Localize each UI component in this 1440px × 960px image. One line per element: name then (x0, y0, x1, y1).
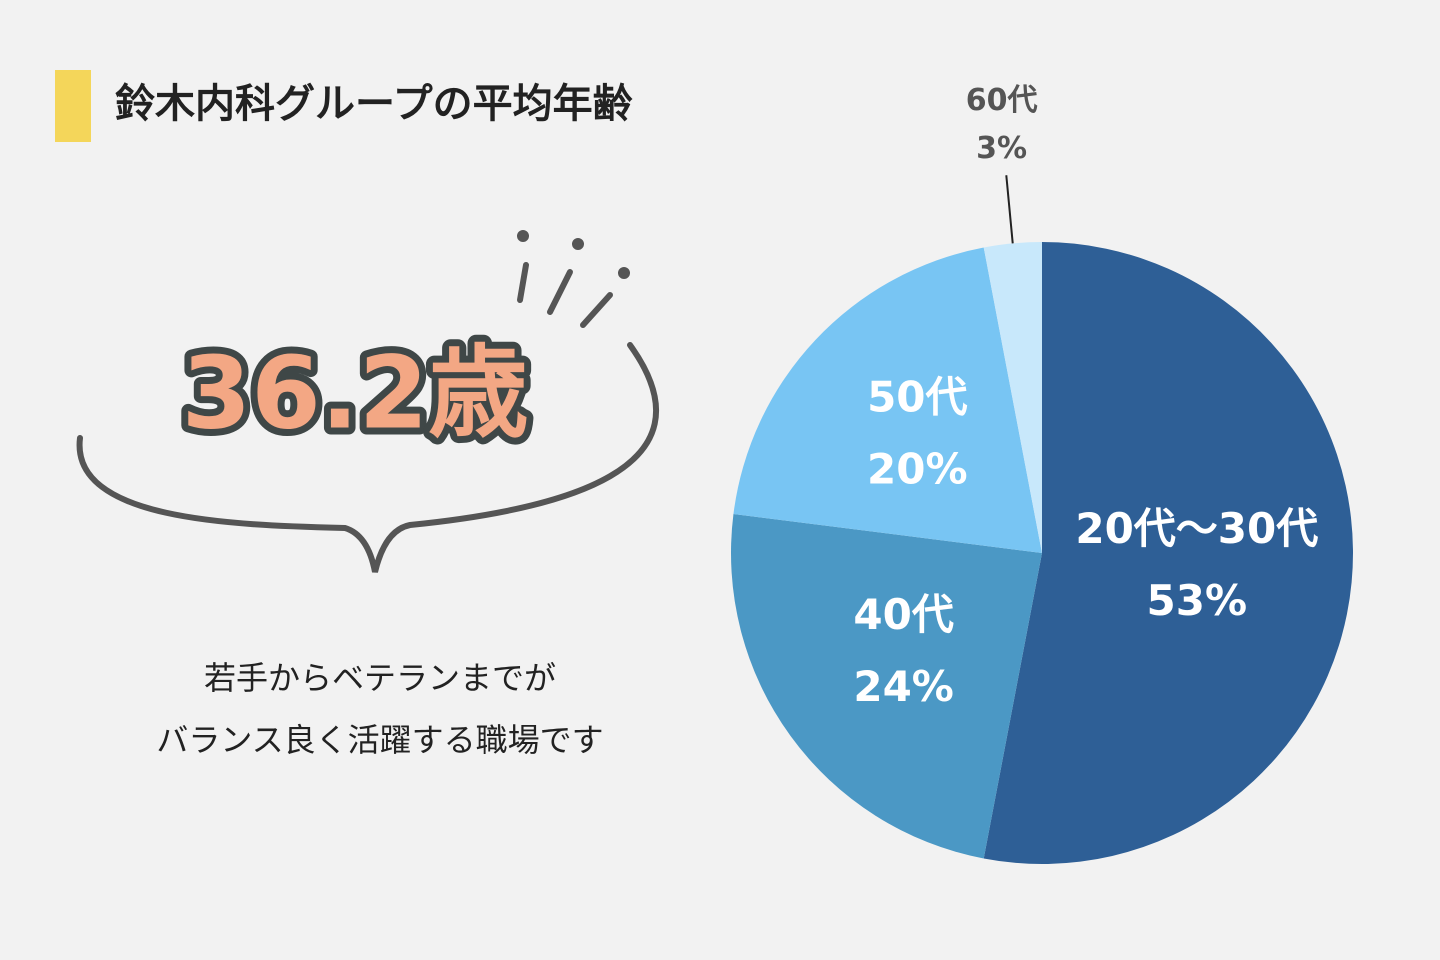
slice-label: 60代 (966, 83, 1038, 118)
headline: 36.2歳 (182, 334, 529, 451)
chart-title: 鈴木内科グループの平均年齢 (115, 81, 633, 127)
leader-line (1005, 175, 1014, 244)
slice-value-label: 24% (853, 662, 954, 711)
slice-value-label: 20% (867, 444, 968, 493)
caption: バランス良く活躍する職場です (156, 721, 603, 759)
speech-bubble (76, 230, 659, 573)
pie-slice (983, 242, 1042, 553)
pie-slice (983, 242, 1353, 864)
slice-label: 20代～30代 (1075, 504, 1318, 553)
title-accent (55, 70, 91, 142)
slice-value-label: 53% (1147, 576, 1248, 625)
caption: 若手からベテランまでが (204, 659, 556, 697)
pie-slice (733, 247, 1042, 553)
slice-label: 50代 (867, 372, 967, 421)
slice-label: 40代 (853, 590, 953, 639)
slice-value-label: 3% (976, 131, 1027, 166)
pie-slice (730, 514, 1042, 859)
